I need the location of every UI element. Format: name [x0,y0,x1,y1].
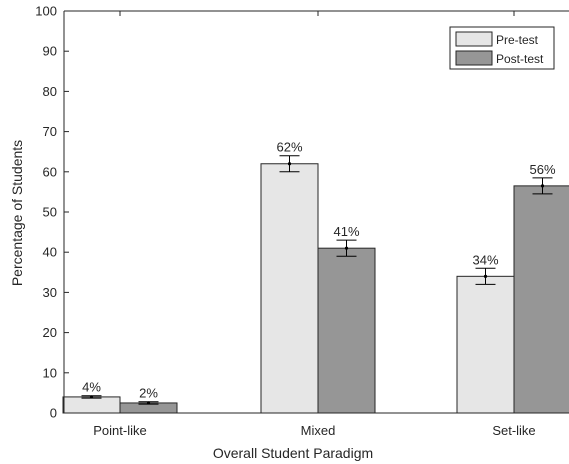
mean-point-post-test-2 [540,184,545,188]
bar-pre-test-2 [456,275,515,414]
y-tick-label-50: 50 [43,205,57,220]
mean-point-pre-test-1 [287,162,292,166]
bars-layer [62,155,569,414]
x-tick-label-2: Set-like [492,423,535,438]
y-tick-label-70: 70 [43,124,57,139]
legend-label-pre-test: Pre-test [496,33,539,47]
y-tick-label-80: 80 [43,84,57,99]
data-label-post-test-2: 56% [529,162,555,177]
y-tick-label-20: 20 [43,325,57,340]
legend-swatch-pre-test [455,31,493,47]
bar-pre-test-0 [62,396,121,414]
y-tick-label-90: 90 [43,44,57,59]
y-tick-label-40: 40 [43,245,57,260]
labels-layer: 4% 62% 34% 2% 41% 56% 0 10 20 30 40 50 60 70 80 90 100 Po… [35,4,556,439]
legend-label-post-test: Post-test [496,52,544,66]
data-label-post-test-0: 2% [139,386,158,401]
legend: Pre-test Post-test [449,26,555,70]
bar-post-test-2 [513,185,569,414]
y-tick-label-10: 10 [43,365,57,380]
mean-point-pre-test-0 [89,395,94,399]
bar-post-test-1 [317,247,376,414]
y-tick-label-30: 30 [43,285,57,300]
axes-layer [63,10,569,414]
y-tick-label-0: 0 [50,406,57,421]
bar-pre-test-1 [260,163,319,414]
mean-point-post-test-0 [146,401,151,405]
x-tick-label-0: Point-like [93,423,146,438]
y-tick-label-60: 60 [43,164,57,179]
data-label-pre-test-1: 62% [276,140,302,155]
data-label-post-test-1: 41% [333,224,359,239]
mean-point-post-test-1 [344,246,349,250]
data-label-pre-test-2: 34% [472,252,498,267]
legend-swatch-post-test [455,50,493,66]
y-axis-label: Percentage of Students [9,140,25,286]
y-tick-label-100: 100 [35,4,57,19]
data-label-pre-test-0: 4% [82,380,101,395]
x-axis-label: Overall Student Paradigm [213,445,373,461]
mean-point-pre-test-2 [483,274,488,278]
x-tick-label-1: Mixed [301,423,336,438]
